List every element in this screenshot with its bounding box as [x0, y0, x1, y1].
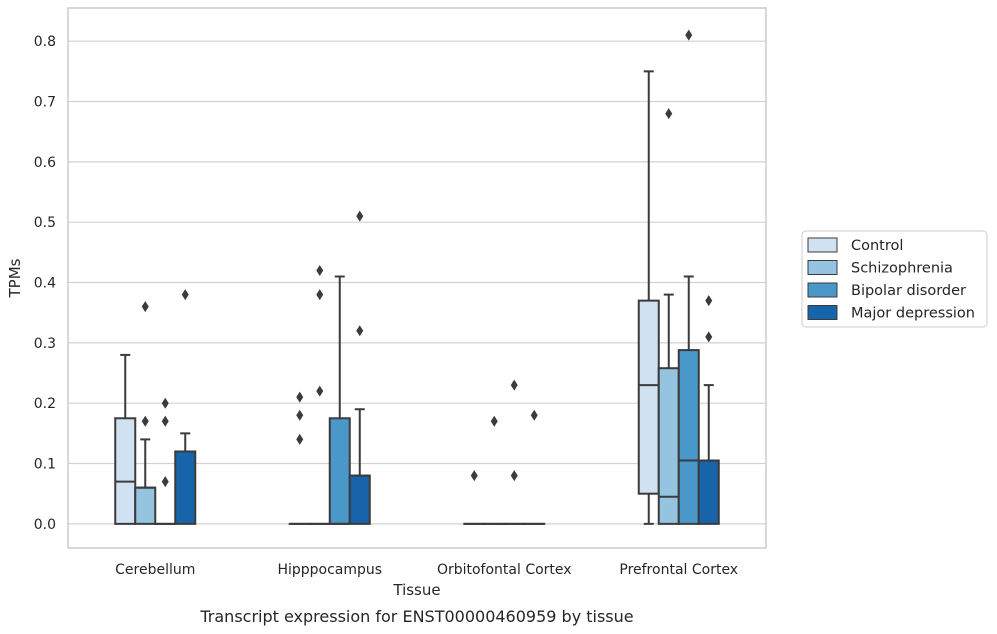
y-tick-label: 0.8 [34, 34, 56, 50]
x-tick-label: Hipppocampus [277, 562, 382, 578]
legend-entry-label: Bipolar disorder [851, 283, 966, 299]
box-control [288, 391, 311, 525]
x-axis-label: Tissue [392, 581, 440, 599]
box-control [114, 353, 137, 525]
box-major-depression [523, 409, 546, 525]
outlier-point [356, 325, 364, 337]
y-tick-label: 0.5 [34, 215, 56, 231]
outlier-point [705, 331, 713, 343]
box-body [174, 450, 197, 525]
x-tick-label: Prefrontal Cortex [619, 562, 738, 578]
x-tick-label: Cerebellum [115, 562, 195, 578]
outlier-point [470, 470, 478, 482]
legend-frame [801, 230, 988, 328]
outlier-point [161, 397, 169, 409]
x-axis-ticks: Cerebellum Hipppocampus Orbitofontal Corte… [115, 562, 738, 578]
box-major-depression [348, 210, 371, 525]
outlier-point [161, 476, 169, 488]
y-axis-label: TPMs [6, 258, 24, 298]
box-bipolar-disorder [677, 29, 700, 525]
box-control [463, 470, 486, 525]
outlier-point [705, 295, 713, 307]
legend-swatch [807, 260, 838, 275]
box-body [697, 459, 720, 525]
legend-swatch [807, 282, 838, 298]
box-major-depression [697, 295, 720, 525]
outlier-point [161, 415, 169, 427]
y-tick-label: 0.2 [34, 396, 56, 412]
box-groups [114, 29, 720, 525]
box-schizophrenia [483, 415, 506, 525]
box-schizophrenia [308, 264, 331, 525]
legend-entry-label: Control [851, 238, 903, 254]
y-tick-label: 0.4 [34, 276, 56, 292]
box-bipolar-disorder [328, 275, 351, 525]
box-body [328, 417, 351, 525]
y-tick-label: 0.6 [34, 155, 56, 171]
outlier-point [356, 210, 364, 222]
outlier-point [530, 409, 538, 421]
box-schizophrenia [657, 108, 680, 525]
legend: Control Schizophrenia Bipolar disorder Majo… [801, 230, 988, 328]
y-tick-label: 0.0 [34, 517, 56, 533]
box-body [637, 299, 660, 495]
outlier-point [296, 433, 304, 445]
y-tick-label: 0.7 [34, 95, 56, 111]
legend-entry-label: Schizophrenia [851, 261, 953, 277]
box-body [348, 474, 371, 525]
y-axis-ticks: 0.0 0.1 0.2 0.3 0.4 0.5 0.6 0.7 0.8 [34, 34, 56, 533]
outlier-point [141, 301, 149, 313]
outlier-point [316, 289, 324, 301]
legend-swatch [807, 305, 838, 320]
box-schizophrenia [134, 301, 157, 525]
legend-swatch [807, 237, 838, 253]
outlier-point [181, 289, 189, 301]
outlier-point [296, 409, 304, 421]
chart-caption: Transcript expression for ENST0000046095… [199, 607, 633, 626]
box-body [134, 486, 157, 525]
box-bipolar-disorder [154, 397, 177, 525]
y-tick-label: 0.3 [34, 336, 56, 352]
box-body [657, 367, 680, 525]
y-tick-label: 0.1 [34, 457, 56, 473]
box-major-depression [174, 289, 197, 525]
outlier-point [141, 415, 149, 427]
outlier-point [490, 415, 498, 427]
box-body [114, 417, 137, 525]
outlier-point [685, 29, 693, 41]
box-body [677, 349, 700, 525]
plot-frame [67, 7, 767, 549]
outlier-point [510, 379, 518, 391]
outlier-point [665, 108, 673, 120]
x-tick-label: Orbitofontal Cortex [437, 562, 572, 578]
legend-entry-label: Major depression [851, 306, 975, 322]
outlier-point [296, 391, 304, 403]
outlier-point [316, 264, 324, 276]
outlier-point [510, 470, 518, 482]
box-control [637, 70, 660, 525]
box-bipolar-disorder [503, 379, 526, 525]
outlier-point [316, 385, 324, 397]
